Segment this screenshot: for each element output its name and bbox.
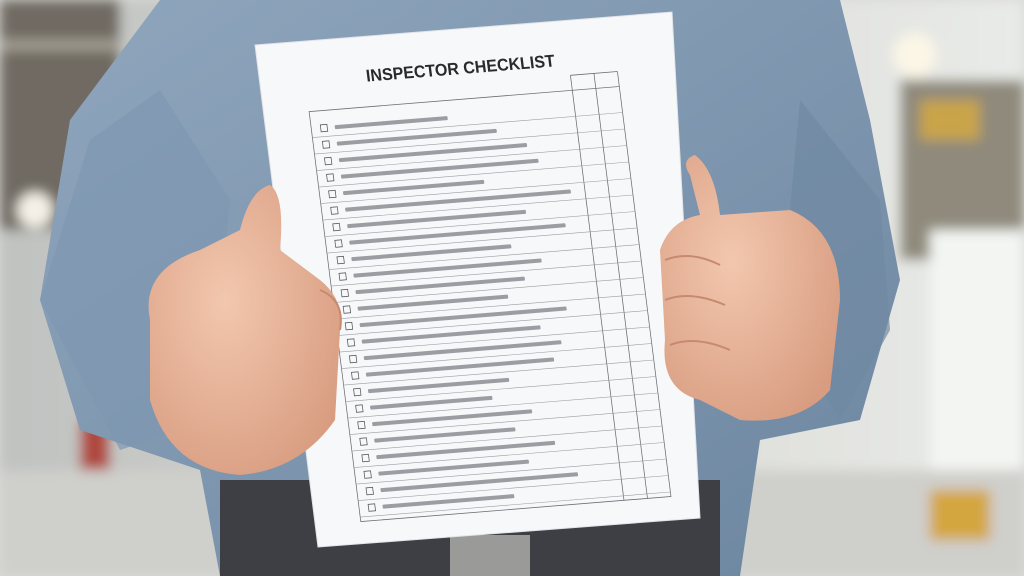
blurred-text bbox=[349, 223, 566, 245]
row-line bbox=[331, 260, 642, 287]
blurred-text bbox=[357, 294, 509, 311]
row-line bbox=[328, 244, 640, 270]
blurred-text bbox=[351, 244, 512, 262]
checkbox bbox=[348, 354, 358, 364]
checkbox bbox=[342, 305, 352, 314]
row-line bbox=[345, 376, 656, 402]
blurred-text bbox=[347, 209, 527, 229]
row-line bbox=[339, 326, 650, 353]
row-line bbox=[312, 112, 623, 138]
checkbox bbox=[332, 222, 341, 232]
blurred-text bbox=[336, 128, 497, 146]
blurred-text bbox=[359, 306, 567, 328]
blurred-text bbox=[367, 377, 510, 394]
blurred-text bbox=[372, 409, 533, 427]
blurred-text bbox=[380, 472, 579, 493]
blurred-text bbox=[363, 340, 562, 361]
blurred-text bbox=[353, 258, 542, 278]
checkbox bbox=[355, 404, 364, 413]
row-line bbox=[333, 277, 644, 303]
row-line bbox=[316, 145, 627, 171]
blurred-text bbox=[374, 427, 516, 443]
checkbox bbox=[353, 387, 362, 397]
checkbox bbox=[326, 173, 335, 182]
row-line bbox=[335, 293, 646, 320]
row-line bbox=[314, 128, 625, 155]
hands bbox=[148, 155, 840, 475]
blurred-text bbox=[338, 143, 528, 163]
paper-content: INSPECTOR CHECKLIST bbox=[308, 51, 672, 523]
blurred-text bbox=[355, 276, 525, 295]
checkbox bbox=[340, 288, 349, 298]
checkbox bbox=[321, 140, 331, 149]
checkbox bbox=[346, 338, 356, 347]
checkbox bbox=[344, 321, 354, 331]
checkbox bbox=[328, 189, 337, 199]
row-line bbox=[353, 442, 665, 468]
checkbox bbox=[367, 503, 376, 512]
row-line bbox=[318, 161, 629, 188]
checkbox bbox=[336, 255, 345, 265]
blurred-text bbox=[376, 440, 556, 460]
checklist-rows bbox=[312, 112, 671, 518]
row-line bbox=[358, 475, 669, 501]
blurred-text bbox=[365, 357, 555, 377]
row-line bbox=[343, 359, 654, 386]
checkbox bbox=[351, 371, 360, 380]
row-line bbox=[360, 491, 671, 518]
checkbox bbox=[357, 420, 366, 430]
checkbox bbox=[338, 272, 347, 281]
checkbox bbox=[324, 156, 333, 166]
blurred-text bbox=[340, 158, 539, 179]
blurred-text bbox=[378, 459, 530, 476]
row-line bbox=[324, 211, 636, 237]
row-line bbox=[356, 458, 667, 485]
checkbox bbox=[359, 437, 368, 446]
blurred-text bbox=[361, 325, 541, 344]
checkbox bbox=[319, 123, 329, 133]
blurred-text bbox=[334, 116, 448, 130]
checkbox bbox=[365, 486, 374, 496]
checklist-paper: INSPECTOR CHECKLIST bbox=[254, 11, 701, 548]
blurred-text bbox=[370, 395, 493, 410]
checkbox bbox=[334, 239, 343, 248]
row-line bbox=[351, 425, 663, 452]
row-line bbox=[349, 409, 661, 435]
blurred-text bbox=[382, 494, 515, 509]
row-line bbox=[341, 343, 652, 369]
row-line bbox=[322, 194, 634, 221]
row-line bbox=[320, 178, 631, 204]
row-line bbox=[326, 227, 638, 254]
blurred-text bbox=[343, 179, 485, 196]
checkbox bbox=[330, 206, 339, 215]
checkbox bbox=[363, 470, 372, 479]
blurred-text bbox=[345, 189, 571, 212]
checkbox bbox=[361, 453, 370, 463]
row-line bbox=[347, 392, 658, 419]
row-line bbox=[337, 310, 648, 336]
